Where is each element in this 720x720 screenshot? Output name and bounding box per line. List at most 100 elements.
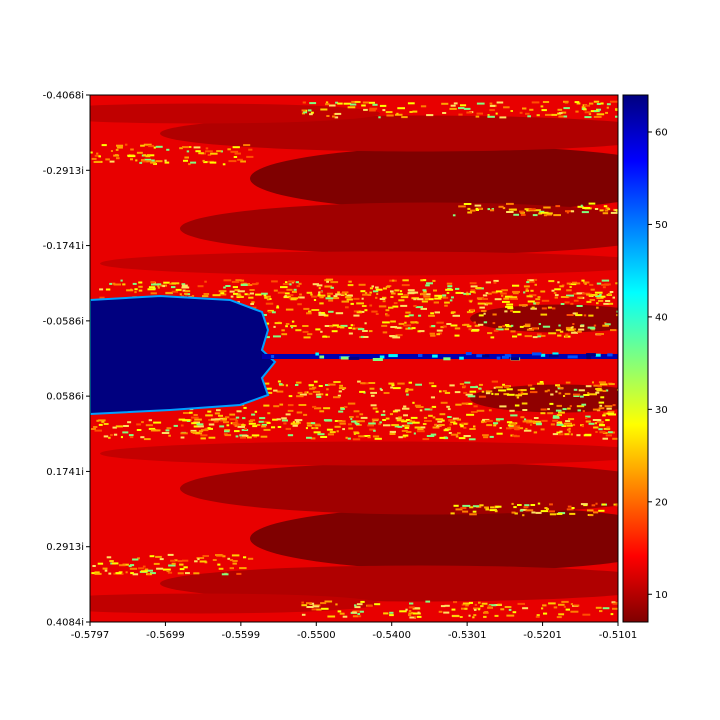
heatmap-speckle <box>484 611 489 613</box>
heatmap-speckle <box>532 214 538 217</box>
heatmap-speckle <box>332 324 339 327</box>
heatmap-speckle <box>335 101 339 104</box>
heatmap-speckle <box>306 291 313 294</box>
heatmap-speckle <box>405 388 414 391</box>
heatmap-speckle <box>269 298 272 300</box>
heatmap-speckle <box>577 205 584 208</box>
heatmap-speckle <box>207 410 212 413</box>
heatmap-speckle <box>122 283 126 286</box>
heatmap-speckle <box>168 564 176 567</box>
heatmap-speckle <box>310 422 316 425</box>
heatmap-speckle <box>383 612 389 615</box>
heatmap-speckle <box>511 208 517 211</box>
heatmap-speckle <box>588 113 592 115</box>
heatmap-speckle <box>375 410 379 413</box>
heatmap-speckle <box>485 508 489 511</box>
heatmap-speckle <box>318 313 326 316</box>
heatmap-speckle <box>113 154 120 157</box>
heatmap-speckle <box>466 311 474 314</box>
heatmap-speckle <box>367 604 372 607</box>
heatmap-speckle <box>504 324 510 326</box>
heatmap-speckle <box>449 384 455 387</box>
heatmap-speckle <box>250 419 256 422</box>
heatmap-speckle <box>398 436 403 439</box>
heatmap-speckle <box>540 313 548 316</box>
heatmap-speckle <box>109 160 115 163</box>
heatmap-speckle <box>295 329 302 332</box>
heatmap-speckle <box>394 425 400 428</box>
heatmap-speckle <box>413 432 416 435</box>
heatmap-speckle <box>523 429 532 432</box>
heatmap-speckle <box>536 114 540 117</box>
heatmap-speckle <box>545 113 553 116</box>
heatmap-speckle <box>594 208 599 210</box>
heatmap-speckle <box>523 325 531 328</box>
heatmap-speckle <box>248 148 253 151</box>
heatmap-speckle <box>255 293 262 296</box>
heatmap-speckle <box>406 393 409 396</box>
heatmap-speckle <box>220 419 227 422</box>
heatmap-speckle <box>280 286 288 289</box>
heatmap-speckle <box>409 602 414 605</box>
heatmap-speckle <box>423 290 427 293</box>
heatmap-speckle <box>520 416 525 419</box>
heatmap-speckle <box>541 211 549 214</box>
heatmap-speckle <box>364 309 368 312</box>
heatmap-speckle <box>530 504 536 506</box>
heatmap-speckle <box>357 328 365 331</box>
heatmap-speckle <box>548 280 555 283</box>
heatmap-speckle <box>336 430 339 433</box>
heatmap-speckle <box>233 292 239 295</box>
heatmap-speckle <box>311 309 320 311</box>
heatmap-speckle <box>469 506 474 509</box>
heatmap-speckle <box>414 426 422 429</box>
heatmap-speckle <box>249 292 254 295</box>
heatmap-filament-speckle <box>567 355 578 359</box>
heatmap-speckle <box>237 290 245 293</box>
heatmap-speckle <box>379 387 382 390</box>
heatmap-speckle <box>237 294 242 297</box>
heatmap-speckle <box>459 423 464 426</box>
heatmap-speckle <box>380 389 383 391</box>
heatmap-speckle <box>532 336 538 339</box>
heatmap-speckle <box>232 562 237 565</box>
heatmap-speckle <box>476 112 483 115</box>
heatmap-filament-speckle <box>595 353 601 357</box>
heatmap-speckle <box>566 282 572 285</box>
heatmap-speckle <box>424 298 429 301</box>
heatmap-speckle <box>588 202 596 205</box>
heatmap-speckle <box>291 290 297 293</box>
heatmap-speckle <box>302 101 306 104</box>
heatmap-speckle <box>456 418 461 421</box>
heatmap-speckle <box>368 101 375 104</box>
heatmap-speckle <box>461 603 465 606</box>
heatmap-speckle <box>356 302 364 305</box>
heatmap-speckle <box>591 294 598 296</box>
heatmap-speckle <box>369 109 376 112</box>
x-tick-label: -0.5201 <box>523 630 562 641</box>
heatmap-speckle <box>430 334 436 337</box>
heatmap-speckle <box>302 330 309 333</box>
heatmap-speckle <box>293 288 297 291</box>
heatmap-speckle <box>181 286 190 289</box>
heatmap-speckle <box>582 410 585 413</box>
heatmap-speckle <box>263 420 270 423</box>
heatmap-speckle <box>389 413 393 416</box>
heatmap-speckle <box>113 433 118 436</box>
heatmap-speckle <box>607 208 611 211</box>
heatmap-speckle <box>276 390 284 393</box>
heatmap-speckle <box>479 306 485 309</box>
heatmap-speckle <box>358 435 365 438</box>
heatmap-speckle <box>271 426 276 429</box>
heatmap-filament-speckle <box>432 354 438 358</box>
heatmap-speckle <box>511 502 514 505</box>
heatmap-speckle <box>525 288 529 291</box>
heatmap-speckle <box>440 401 448 404</box>
heatmap-speckle <box>514 435 520 438</box>
heatmap-speckle <box>214 412 220 415</box>
heatmap-speckle <box>476 409 485 412</box>
heatmap-speckle <box>498 205 504 208</box>
heatmap-speckle <box>380 413 386 416</box>
heatmap-speckle <box>301 112 305 115</box>
heatmap-speckle <box>408 606 415 609</box>
